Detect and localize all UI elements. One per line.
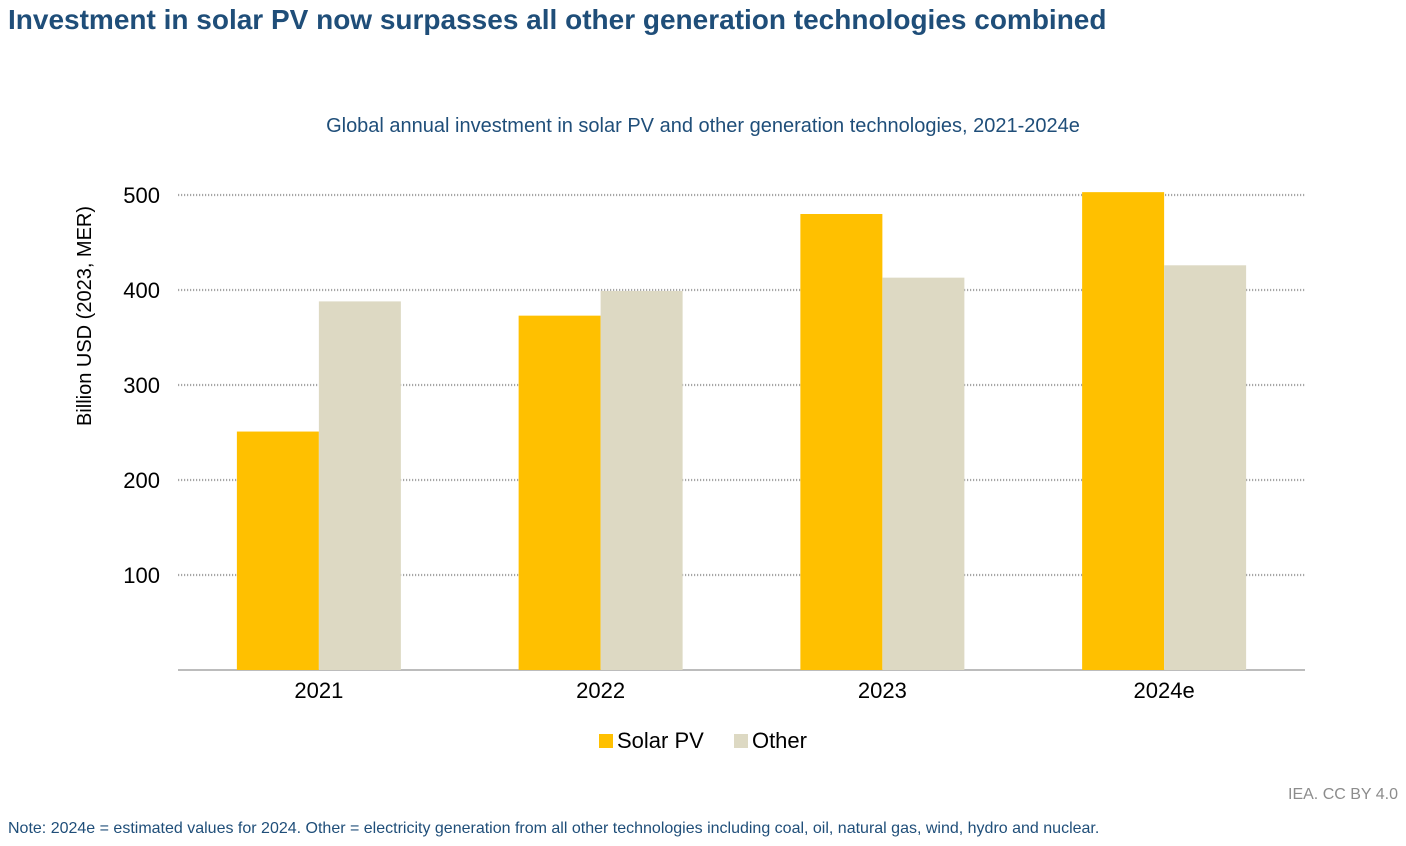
x-tick-label: 2023	[858, 678, 907, 703]
bar-other-2021	[318, 301, 401, 670]
x-tick-label: 2022	[576, 678, 625, 703]
legend-swatch-solar	[599, 734, 613, 748]
y-tick-label: 200	[123, 468, 160, 493]
y-tick-label: 400	[123, 278, 160, 303]
bar-solar-2023	[800, 214, 883, 670]
page-title: Investment in solar PV now surpasses all…	[8, 4, 1107, 35]
bar-other-2024e	[1164, 265, 1247, 670]
legend-label-other: Other	[751, 728, 807, 753]
footnote: Note: 2024e = estimated values for 2024.…	[8, 820, 1100, 837]
legend-swatch-other	[733, 734, 748, 748]
chart-title: Global annual investment in solar PV and…	[0, 115, 1406, 138]
bar-solar-2021	[236, 431, 319, 670]
y-tick-label: 300	[123, 373, 160, 398]
x-tick-label: 2024e	[1134, 678, 1195, 703]
bar-solar-2024e	[1082, 192, 1165, 670]
y-tick-label: 100	[123, 563, 160, 588]
legend-item-solar: Solar PV	[599, 728, 704, 754]
legend-item-other: Other	[733, 728, 807, 754]
y-axis-label: Billion USD (2023, MER)	[74, 206, 96, 426]
bar-other-2023	[882, 277, 965, 670]
legend-label-solar: Solar PV	[617, 728, 704, 753]
chart-title-text: Global annual investment in solar PV and…	[326, 115, 1080, 137]
x-tick-label: 2021	[294, 678, 343, 703]
bar-solar-2022	[518, 315, 601, 670]
y-tick-label: 500	[123, 183, 160, 208]
bar-other-2022	[600, 290, 683, 670]
chart-legend: Solar PV Other	[0, 728, 1406, 754]
source-credit: IEA. CC BY 4.0	[1288, 786, 1398, 803]
